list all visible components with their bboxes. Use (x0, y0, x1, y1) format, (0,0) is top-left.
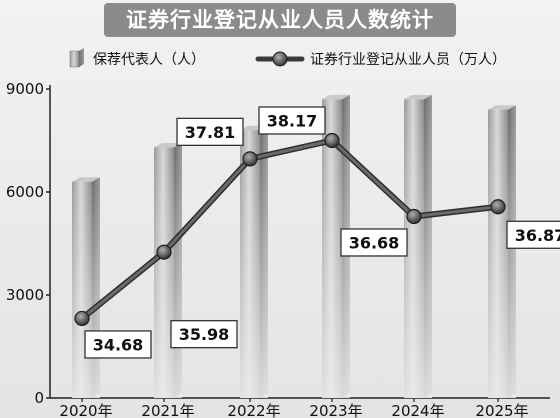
legend-line-marker (272, 51, 288, 67)
legend-bar-swatch-side (79, 48, 84, 67)
data-label-text: 34.68 (93, 335, 144, 354)
data-label: 37.81 (176, 117, 244, 147)
bar-fade (404, 99, 432, 399)
data-label-box (340, 228, 408, 257)
y-tick-label: 9000 (6, 80, 44, 98)
data-label: 36.68 (340, 228, 408, 257)
y-tick-label: 6000 (6, 183, 44, 201)
bar-fade (72, 181, 100, 398)
series-line (80, 139, 500, 320)
chart-title: 证券行业登记从业人员人数统计 (104, 3, 456, 37)
line-point (406, 208, 422, 225)
bar-group (154, 142, 182, 398)
data-label: 34.68 (84, 330, 152, 359)
line-point (490, 199, 506, 215)
data-label-box (506, 220, 560, 249)
line-point (242, 151, 258, 167)
data-label: 35.98 (170, 320, 238, 349)
x-tick-label: 2021年 (141, 402, 194, 418)
series-line-shadow (79, 137, 501, 322)
y-tick-label: 3000 (6, 286, 44, 304)
bar-group (72, 177, 100, 398)
bar-fade (240, 130, 268, 398)
bar-fade (488, 109, 516, 398)
data-label-box (258, 106, 326, 135)
data-label: 38.17 (258, 106, 326, 135)
legend-bar-label: 保荐代表人（人） (93, 52, 205, 68)
data-label-box (84, 330, 152, 359)
x-tick-label: 2023年 (309, 402, 362, 418)
bar-top (404, 94, 432, 100)
data-label-box (176, 117, 244, 147)
legend-bar-swatch (69, 50, 80, 68)
data-label: 36.87 (506, 220, 560, 249)
data-label-text: 38.17 (267, 112, 318, 131)
legend: 保荐代表人（人） 证券行业登记从业人员（万人） (69, 48, 506, 68)
bar-group (488, 105, 516, 398)
bar-group (404, 94, 432, 399)
x-tick-label: 2024年 (391, 402, 444, 418)
data-label-box (170, 320, 238, 349)
x-tick-label: 2025年 (475, 402, 528, 418)
line-point (74, 310, 90, 327)
data-label-text: 35.98 (179, 325, 230, 344)
legend-line-label: 证券行业登记从业人员（万人） (310, 52, 506, 68)
x-tick-label: 2020年 (59, 402, 112, 418)
bar-top (154, 142, 182, 148)
bar-top (322, 94, 350, 100)
bar-top (72, 177, 100, 182)
y-tick-label: 0 (34, 389, 44, 407)
x-tick-label: 2022年 (227, 402, 280, 418)
bar-fade (154, 147, 182, 398)
data-label-text: 36.68 (349, 233, 400, 252)
line-point (324, 132, 340, 149)
data-label-text: 36.87 (515, 226, 560, 245)
bar-top (488, 105, 516, 110)
line-point (156, 244, 172, 260)
data-label-text: 37.81 (185, 123, 236, 142)
